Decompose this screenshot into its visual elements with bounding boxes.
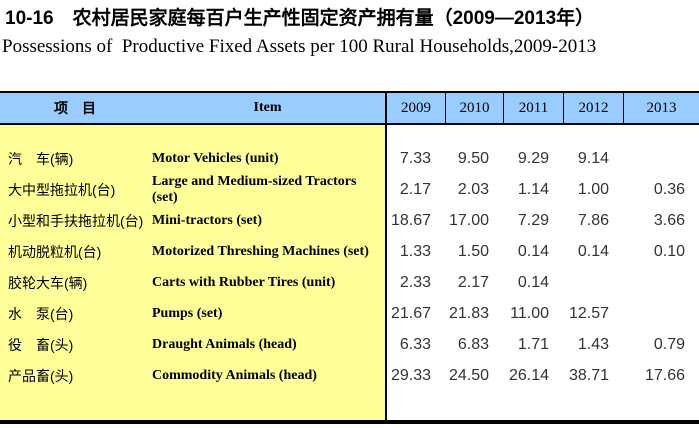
item-label-en: Mini-tractors (set): [152, 212, 263, 228]
value-cell: 0.14: [517, 273, 549, 291]
table-row: 水 泵(台) Pumps (set) 21.67 21.83 11.00 12.…: [0, 298, 699, 329]
value-cell: 21.83: [448, 304, 489, 322]
value-cell: 0.79: [653, 335, 685, 353]
item-label-zh: 胶轮大车(辆): [8, 274, 88, 291]
table-row: 胶轮大车(辆) Carts with Rubber Tires (unit) 2…: [0, 267, 699, 298]
value-cell: 29.33: [390, 366, 431, 384]
header-item-label-zh: 项 目: [54, 100, 96, 116]
value-cell: 26.14: [508, 366, 549, 384]
table-row: 役 畜(头) Draught Animals (head) 6.33 6.83 …: [0, 329, 699, 360]
value-cell: 1.14: [517, 181, 549, 198]
table-bottom-border: [0, 420, 699, 424]
item-label-zh: 小型和手扶拖拉机(台): [8, 212, 144, 229]
item-label-en: Motorized Threshing Machines (set): [152, 243, 369, 259]
header-item-cell: 项 目 Item: [0, 93, 385, 123]
value-cell: 18.67: [390, 211, 431, 229]
value-cell: 17.66: [644, 366, 685, 384]
value-cell: 21.67: [390, 304, 431, 322]
item-label-en: Commodity Animals (head): [152, 367, 317, 383]
value-cell: 0.14: [577, 242, 609, 260]
value-cell: 1.50: [457, 242, 489, 260]
item-label-zh: 大中型拖拉机(台): [8, 182, 116, 198]
table-row: 机动脱粒机(台) Motorized Threshing Machines (s…: [0, 236, 699, 267]
value-cell: 1.71: [517, 335, 549, 353]
value-cell: 0.10: [653, 242, 685, 260]
table-body: 汽 车(辆) Motor Vehicles (unit) 7.33 9.50 9…: [0, 125, 699, 420]
table-row: 汽 车(辆) Motor Vehicles (unit) 7.33 9.50 9…: [0, 143, 699, 174]
value-cell: 2.33: [399, 273, 431, 291]
value-cell: 1.43: [577, 335, 609, 353]
header-year-2009: 2009: [385, 93, 445, 123]
header-year-2012: 2012: [563, 93, 623, 123]
item-label-en: Pumps (set): [152, 305, 223, 321]
header-year-2013: 2013: [623, 93, 699, 123]
value-cell: 2.17: [399, 181, 431, 198]
table-title-zh: 10-16 农村居民家庭每百户生产性固定资产拥有量（2009—2013年）: [5, 8, 595, 29]
value-cell: 6.33: [399, 335, 431, 353]
value-cell: 9.29: [517, 149, 549, 167]
page: 10-16 农村居民家庭每百户生产性固定资产拥有量（2009—2013年） Po…: [0, 6, 699, 428]
item-label-en: Carts with Rubber Tires (unit): [152, 274, 336, 290]
value-cell: 11.00: [510, 304, 549, 322]
item-label-zh: 汽 车(辆): [8, 150, 74, 167]
value-cell: 1.00: [577, 181, 609, 198]
value-cell: 9.50: [457, 149, 489, 167]
value-cell: 0.36: [653, 181, 685, 198]
value-cell: 12.57: [568, 304, 609, 322]
table-header-row: 项 目 Item 2009 2010 2011 2012 2013: [0, 91, 699, 125]
value-cell: 3.66: [653, 211, 685, 229]
value-cell: 2.17: [457, 273, 489, 291]
item-label-zh: 产品畜(头): [8, 367, 74, 384]
table-title-en: Possessions of Productive Fixed Assets p…: [2, 36, 597, 57]
value-cell: 7.29: [517, 211, 549, 229]
item-label-zh: 水 泵(台): [8, 305, 74, 322]
table-row: 小型和手扶拖拉机(台) Mini-tractors (set) 18.67 17…: [0, 205, 699, 236]
table-row: 产品畜(头) Commodity Animals (head) 29.33 24…: [0, 360, 699, 391]
table-row: 大中型拖拉机(台) Large and Medium-sized Tractor…: [0, 174, 699, 205]
value-cell: 7.86: [577, 211, 609, 229]
item-label-en: Motor Vehicles (unit): [152, 150, 279, 166]
value-cell: 2.03: [457, 181, 489, 198]
value-cell: 38.71: [568, 366, 609, 384]
header-year-2011: 2011: [503, 93, 563, 123]
item-label-zh: 役 畜(头): [8, 336, 74, 353]
stat-table: 项 目 Item 2009 2010 2011 2012 2013 汽 车(辆)…: [0, 91, 699, 424]
item-label-en: Draught Animals (head): [152, 336, 297, 352]
value-cell: 17.00: [448, 211, 489, 229]
value-cell: 24.50: [448, 366, 489, 384]
value-cell: 6.83: [457, 335, 489, 353]
item-label-en: Large and Medium-sized Tractors (set): [152, 174, 357, 205]
header-year-2010: 2010: [445, 93, 503, 123]
header-item-label-en: Item: [253, 100, 282, 115]
value-cell: 1.33: [399, 242, 431, 260]
value-cell: 7.33: [399, 149, 431, 167]
value-cell: 0.14: [517, 242, 549, 260]
item-label-zh: 机动脱粒机(台): [8, 243, 102, 260]
value-cell: 9.14: [577, 149, 609, 167]
